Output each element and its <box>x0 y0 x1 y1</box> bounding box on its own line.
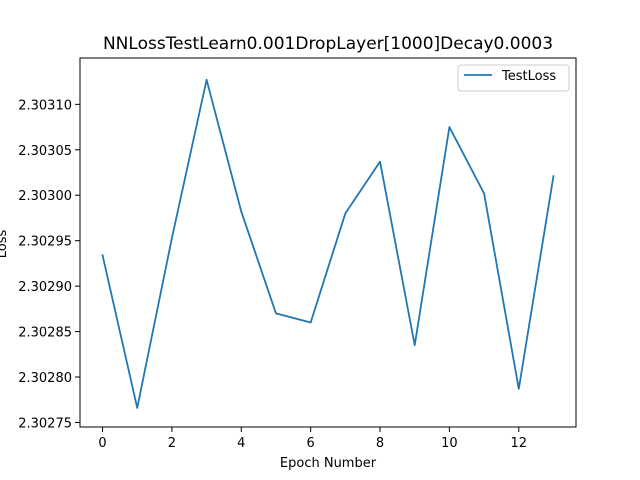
chart-title: NNLossTestLearn0.001DropLayer[1000]Decay… <box>103 34 553 54</box>
y-tick-label: 2.30310 <box>18 98 72 113</box>
plot-area <box>80 58 576 427</box>
y-tick-label: 2.30290 <box>18 280 72 295</box>
y-tick-label: 2.30305 <box>18 144 72 159</box>
legend: TestLoss <box>457 64 570 92</box>
x-axis-label: Epoch Number <box>280 456 377 471</box>
ticks-layer: 0 2 4 6 8 10 12 2.30275 2.30280 2.30285 2.30290 2.3… <box>18 98 527 451</box>
x-tick-label: 12 <box>510 436 527 451</box>
plot-frame <box>79 57 577 428</box>
x-tick-label: 4 <box>237 436 245 451</box>
x-tick-label: 8 <box>376 436 384 451</box>
y-axis-label: Loss <box>0 230 10 259</box>
x-tick-label: 0 <box>98 436 106 451</box>
x-tick-label: 10 <box>441 436 458 451</box>
legend-box <box>457 64 570 92</box>
y-tick-label: 2.30275 <box>18 416 72 431</box>
y-tick-label: 2.30300 <box>18 189 72 204</box>
y-tick-label: 2.30295 <box>18 235 72 250</box>
y-tick-label: 2.30280 <box>18 371 72 386</box>
y-tick-label: 2.30285 <box>18 326 72 341</box>
x-tick-label: 6 <box>307 436 315 451</box>
legend-label-testloss: TestLoss <box>501 69 556 84</box>
series-line-testloss <box>101 78 555 409</box>
x-tick-label: 2 <box>168 436 176 451</box>
